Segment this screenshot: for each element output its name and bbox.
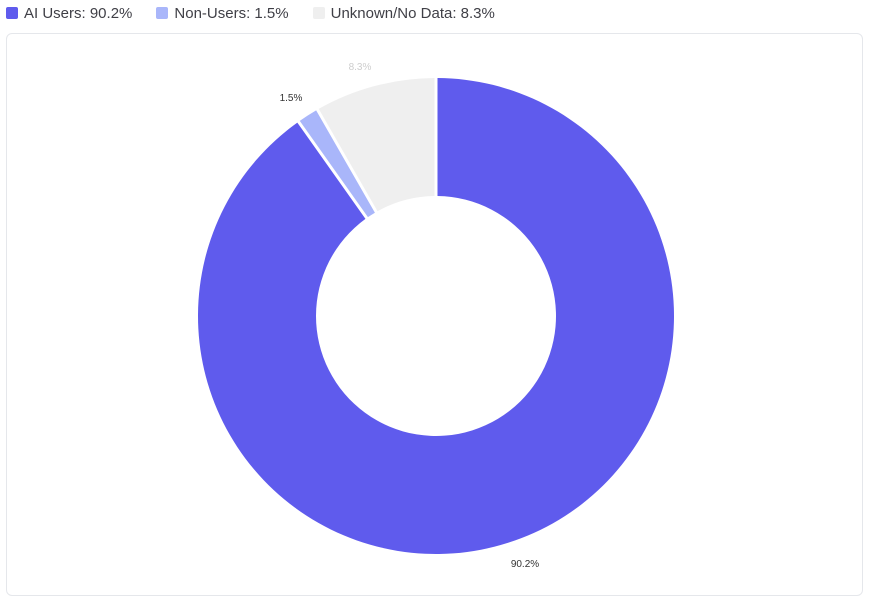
slice-ai-users[interactable] [197,78,674,554]
slice-label-non-users: 1.5% [280,93,303,104]
legend-label-non-users: Non-Users: 1.5% [174,4,289,22]
slice-label-ai-users: 90.2% [511,559,539,570]
legend-item-non-users[interactable]: Non-Users: 1.5% [156,2,289,24]
legend-swatch-ai-users [6,7,18,19]
slice-label-unknown: 8.3% [349,62,372,73]
chart-legend: AI Users: 90.2% Non-Users: 1.5% Unknown/… [6,2,495,24]
legend-swatch-non-users [156,7,169,19]
legend-swatch-unknown [312,7,325,19]
legend-label-ai-users: AI Users: 90.2% [24,4,133,22]
legend-item-ai-users[interactable]: AI Users: 90.2% [6,2,132,24]
slice-unknown[interactable] [318,78,435,212]
slice-non-users[interactable] [299,110,375,218]
legend-item-unknown[interactable]: Unknown/No Data: 8.3% [312,2,495,24]
legend-label-unknown: Unknown/No Data: 8.3% [330,4,495,22]
